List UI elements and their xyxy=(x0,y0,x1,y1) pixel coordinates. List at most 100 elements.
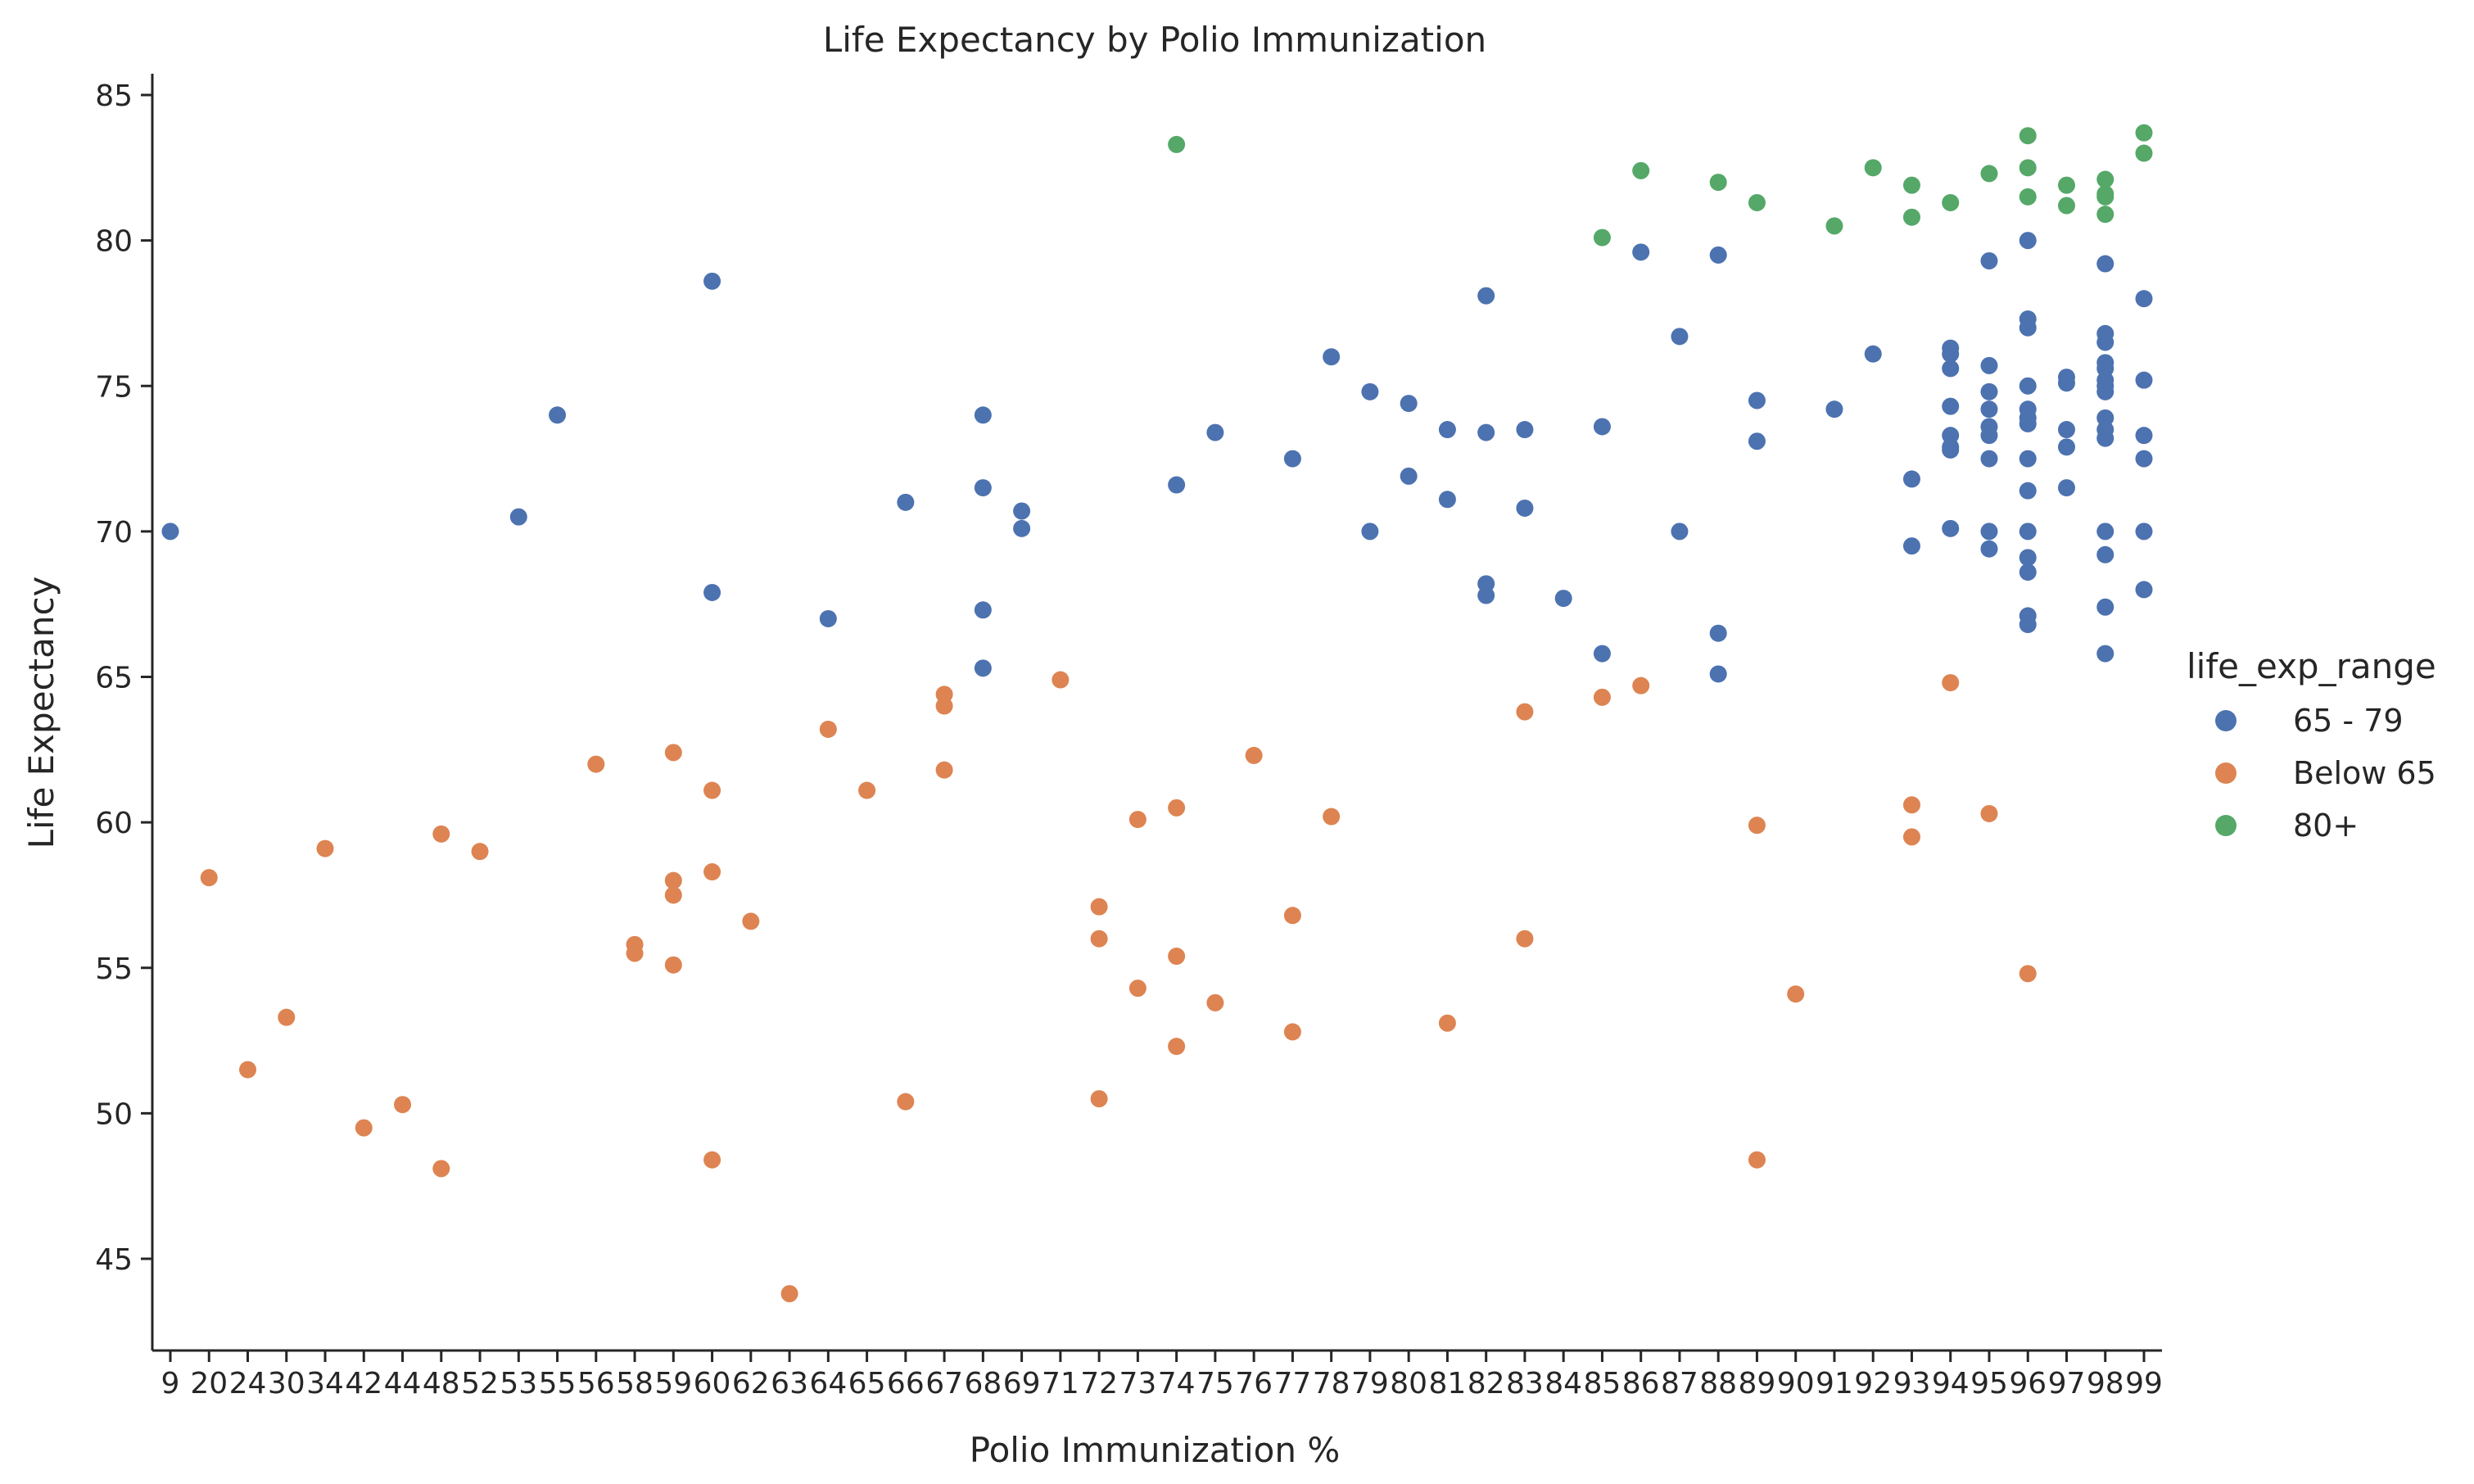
data-point xyxy=(1593,418,1611,436)
x-tick-label: 30 xyxy=(268,1367,305,1400)
legend-title: life_exp_range xyxy=(2187,646,2436,686)
data-point xyxy=(1864,345,1882,363)
x-tick-label: 56 xyxy=(577,1367,615,1400)
series-1 xyxy=(200,671,2037,1303)
chart-title: Life Expectancy by Polio Immunization xyxy=(823,20,1486,60)
data-point xyxy=(471,843,489,861)
legend: life_exp_range 65 - 79 Below 65 80+ xyxy=(2187,646,2436,844)
data-point xyxy=(703,583,721,601)
data-point xyxy=(2019,377,2037,395)
data-point xyxy=(1980,804,1998,822)
data-point xyxy=(1748,1151,1766,1169)
data-point xyxy=(858,781,876,799)
x-tick-label: 72 xyxy=(1080,1367,1118,1400)
data-point xyxy=(1942,397,1960,415)
data-point xyxy=(1671,523,1689,541)
data-point xyxy=(2019,965,2037,983)
x-tick-label: 74 xyxy=(1158,1367,1196,1400)
data-point xyxy=(161,523,179,541)
data-point xyxy=(664,956,682,974)
data-point xyxy=(1632,161,1650,179)
data-point xyxy=(1864,159,1882,177)
data-point xyxy=(1554,590,1572,608)
data-point xyxy=(2057,176,2075,194)
data-point xyxy=(1942,519,1960,537)
y-tick-label: 85 xyxy=(95,79,133,113)
data-point xyxy=(1748,193,1766,211)
x-tick-label: 55 xyxy=(539,1367,577,1400)
data-point xyxy=(626,944,644,962)
data-point xyxy=(2096,255,2114,273)
x-tick-label: 85 xyxy=(1584,1367,1621,1400)
legend-label: 65 - 79 xyxy=(2293,703,2404,739)
data-point xyxy=(1593,645,1611,663)
legend-label: 80+ xyxy=(2293,808,2359,844)
data-point xyxy=(1709,624,1727,642)
y-tick-label: 75 xyxy=(95,370,133,404)
data-point xyxy=(1902,176,1920,194)
data-point xyxy=(2019,616,2037,634)
data-point xyxy=(432,1160,450,1178)
x-tick-label: 67 xyxy=(925,1367,963,1400)
data-point xyxy=(1980,450,1998,468)
x-tick-label: 92 xyxy=(1854,1367,1892,1400)
data-point xyxy=(1942,193,1960,211)
data-point xyxy=(1090,1090,1108,1108)
data-point xyxy=(974,601,992,619)
series-2 xyxy=(1168,124,2153,247)
data-point xyxy=(1052,671,1070,689)
data-point xyxy=(1477,287,1495,305)
x-tick-label: 42 xyxy=(345,1367,382,1400)
data-point xyxy=(2135,581,2153,599)
x-tick-label: 77 xyxy=(1273,1367,1311,1400)
x-tick-label: 75 xyxy=(1196,1367,1234,1400)
x-tick-label: 58 xyxy=(616,1367,654,1400)
x-tick-label: 95 xyxy=(1970,1367,2008,1400)
data-point xyxy=(1593,688,1611,706)
x-tick-label: 84 xyxy=(1545,1367,1582,1400)
data-point xyxy=(1632,243,1650,261)
data-point xyxy=(1283,907,1301,925)
y-tick-label: 80 xyxy=(95,225,133,259)
y-ticks: 45 50 55 60 65 70 75 80 85 xyxy=(95,79,152,1277)
data-point xyxy=(1748,391,1766,409)
legend-marker xyxy=(2215,815,2237,836)
x-tick-label: 93 xyxy=(1893,1367,1931,1400)
y-tick-label: 45 xyxy=(95,1243,133,1277)
data-point xyxy=(1013,519,1031,537)
x-tick-label: 9 xyxy=(161,1367,180,1400)
x-tick-label: 78 xyxy=(1313,1367,1350,1400)
data-point xyxy=(549,406,567,424)
data-point xyxy=(2096,645,2114,663)
x-tick-label: 87 xyxy=(1661,1367,1698,1400)
data-point xyxy=(1593,228,1611,247)
x-tick-label: 59 xyxy=(654,1367,692,1400)
x-tick-label: 86 xyxy=(1622,1367,1660,1400)
data-point xyxy=(2096,429,2114,447)
data-point xyxy=(2096,598,2114,616)
x-axis-label: Polio Immunization % xyxy=(970,1430,1341,1470)
x-tick-label: 91 xyxy=(1816,1367,1853,1400)
x-tick-label: 20 xyxy=(190,1367,228,1400)
data-point xyxy=(2019,549,2037,567)
x-tick-label: 79 xyxy=(1351,1367,1389,1400)
data-point xyxy=(2057,421,2075,439)
data-point xyxy=(703,1151,721,1169)
data-point xyxy=(1980,427,1998,445)
data-point xyxy=(664,744,682,762)
data-point xyxy=(587,755,605,773)
data-point xyxy=(974,406,992,424)
data-point xyxy=(1323,808,1341,826)
data-point xyxy=(664,886,682,904)
legend-entries: 65 - 79 Below 65 80+ xyxy=(2215,703,2436,844)
data-point xyxy=(2135,124,2153,142)
data-point xyxy=(1090,930,1108,948)
data-point xyxy=(1128,980,1147,998)
legend-marker xyxy=(2215,710,2237,731)
data-point xyxy=(1787,985,1805,1003)
data-point xyxy=(2019,127,2037,145)
x-tick-label: 64 xyxy=(809,1367,847,1400)
data-point xyxy=(1709,246,1727,264)
data-point xyxy=(974,479,992,497)
data-point xyxy=(935,697,953,715)
